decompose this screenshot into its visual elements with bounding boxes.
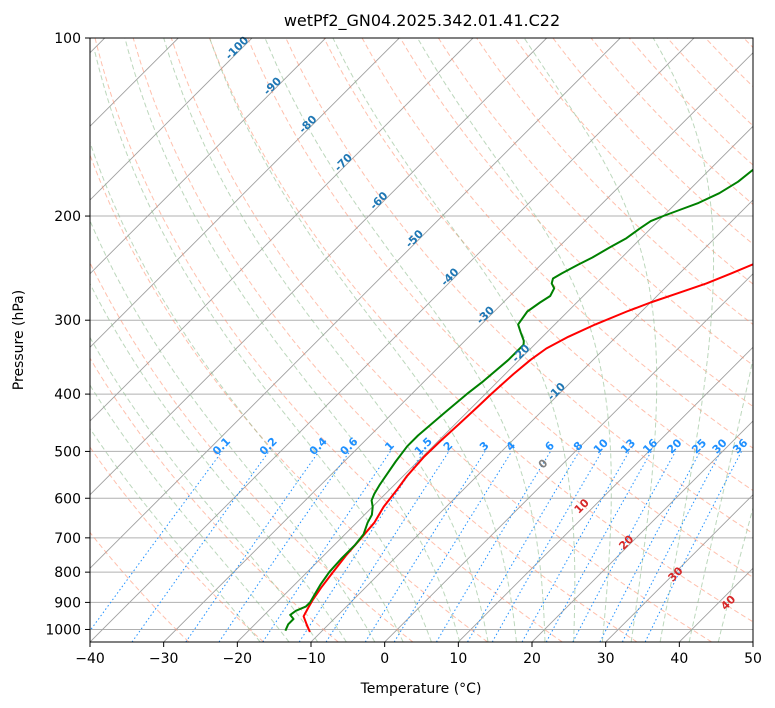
isotherm [163,52,753,642]
isotherm [90,38,621,569]
mixing-ratio-line [521,451,630,642]
x-tick-label: 40 [670,651,688,667]
y-tick-label: 600 [54,491,81,507]
moist-adiabat [523,38,658,642]
dry-adiabat [399,38,753,408]
dry-adiabat [90,531,190,642]
moist-adiabat [163,38,489,642]
dry-adiabat [247,38,753,578]
isotherm [384,273,753,642]
moist-adiabat [124,38,461,642]
moist-adiabat [209,38,517,642]
x-tick-label: 10 [449,651,467,667]
isotherm [90,38,400,348]
dry-adiabat [90,261,414,642]
moist-adiabat [264,38,546,642]
x-tick-label: 20 [523,651,541,667]
mixing-ratio-lines [90,451,742,642]
isotherm [90,38,695,642]
isotherm [90,38,474,422]
dry-adiabat [437,38,753,366]
mixing-ratio-line [262,451,391,642]
x-tick-label: −40 [75,651,105,667]
y-tick-label: 100 [54,31,81,47]
x-tick-label: −30 [149,651,179,667]
isotherm [605,494,753,642]
pressure-grid [90,37,753,630]
isotherm [90,38,327,275]
x-axis-ticks: −40 −30 −20 −10 0 10 20 30 40 50 [75,642,762,667]
moist-adiabat [90,427,261,642]
y-tick-label: 300 [54,313,81,329]
y-tick-label: 400 [54,387,81,403]
isotherm [90,38,253,201]
y-tick-label: 500 [54,444,81,460]
moist-adiabat [688,356,753,642]
moist-adiabat [717,506,753,642]
moist-adiabat [94,50,432,642]
dry-adiabat [209,38,753,623]
y-axis-label: Pressure (hPa) [11,290,27,390]
isotherm [457,346,753,642]
x-tick-label: 30 [597,651,615,667]
y-tick-label: 200 [54,209,81,225]
mixing-ratio-line [131,451,270,642]
dry-adiabat [94,38,563,642]
y-tick-label: 1000 [45,622,81,638]
moist-adiabat [90,219,376,642]
dry-adiabat [90,446,264,642]
mixing-ratio-line [90,451,223,632]
mixing-ratio-line [298,451,425,642]
x-tick-label: 0 [380,651,389,667]
y-tick-label: 900 [54,595,81,611]
y-tick-label: 800 [54,565,81,581]
mixing-ratio-line [572,451,676,642]
x-tick-label: 50 [744,651,762,667]
x-tick-label: −20 [223,651,253,667]
plot-frame [89,37,754,643]
dry-adiabat [514,38,753,285]
dry-adiabat [323,38,753,492]
moist-adiabat [652,38,715,642]
dry-adiabat [90,153,488,642]
mixing-ratio-line [644,451,742,642]
mixing-ratio-line [218,451,351,642]
dry-adiabat [170,38,712,642]
mixing-ratio-line [185,451,320,642]
moist-adiabat [90,140,404,642]
dry-adiabat-lines [90,38,753,642]
mixing-ratio-line [545,451,652,642]
moist-adiabat-lines [90,38,753,642]
x-axis-label: Temperature (°C) [360,681,482,697]
isotherm [531,420,753,642]
dewpoint-line [284,168,753,632]
dry-adiabat [90,357,339,642]
moist-adiabat [90,384,290,642]
mixing-ratio-line [325,451,450,642]
dry-adiabat [132,38,638,642]
chart-title: wetPf2_GN04.2025.342.01.41.C22 [284,11,560,31]
isotherm [90,38,548,496]
isotherm-lines [90,38,753,642]
mixing-ratio-line [621,451,722,642]
moist-adiabat [90,282,347,642]
moist-adiabat [417,38,612,642]
isotherm [236,125,753,642]
moist-adiabat [90,336,319,642]
x-tick-label: −10 [296,651,326,667]
mixing-ratio-line [393,451,513,642]
moist-adiabat [332,38,576,642]
profile-lines [284,168,753,633]
y-tick-label: 700 [54,531,81,547]
y-axis-ticks: 100 200 300 400 500 600 700 800 900 1000 [45,31,90,638]
